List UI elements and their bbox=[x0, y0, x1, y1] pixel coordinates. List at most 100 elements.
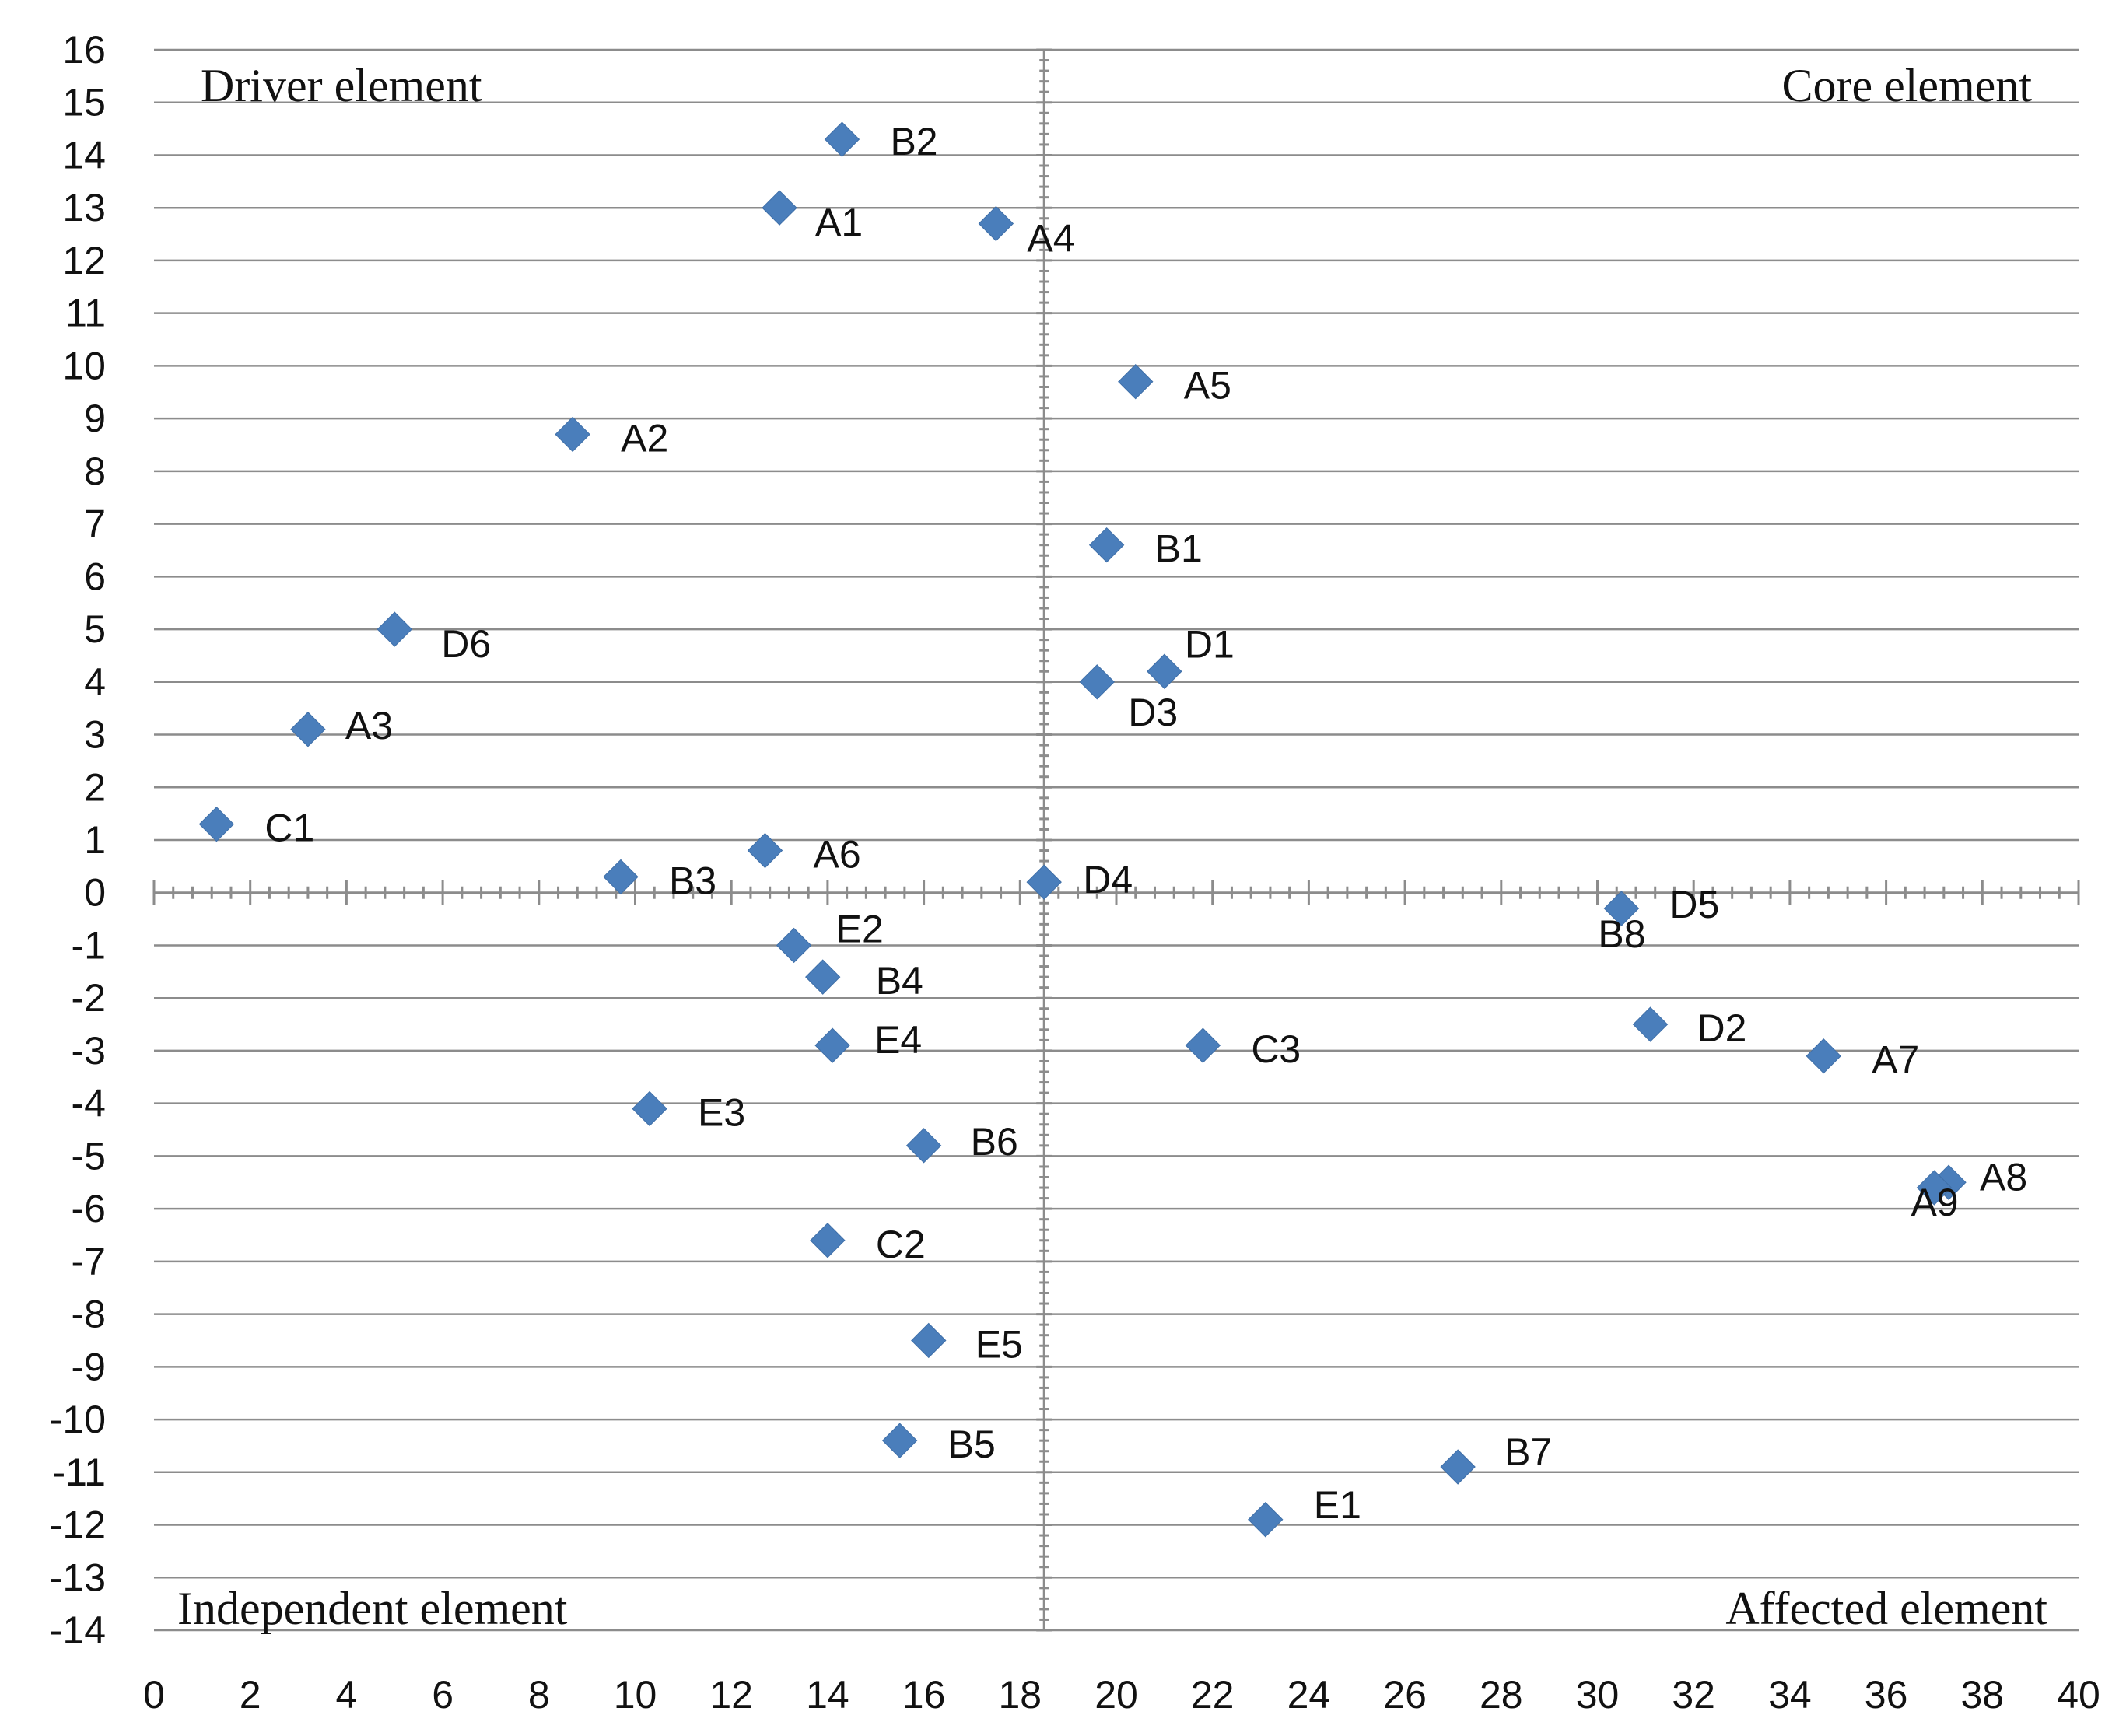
x-tick-label: 6 bbox=[432, 1673, 454, 1717]
point-marker-d4 bbox=[1026, 864, 1062, 900]
y-tick-label: -10 bbox=[50, 1398, 106, 1441]
point-marker-a9 bbox=[1916, 1170, 1953, 1206]
x-tick-label: 20 bbox=[1095, 1673, 1138, 1717]
point-label-b7: B7 bbox=[1504, 1430, 1552, 1474]
point-label-d3: D3 bbox=[1128, 691, 1178, 734]
y-tick-label: -8 bbox=[72, 1293, 106, 1336]
y-tick-label: -4 bbox=[72, 1082, 106, 1125]
point-label-d6: D6 bbox=[441, 622, 491, 666]
x-tick-label: 26 bbox=[1383, 1673, 1427, 1717]
point-marker-b1 bbox=[1088, 527, 1125, 563]
point-marker-c2 bbox=[810, 1223, 846, 1258]
point-label-b1: B1 bbox=[1155, 527, 1203, 571]
y-tick-label: 8 bbox=[84, 450, 106, 493]
point-label-b5: B5 bbox=[948, 1423, 996, 1466]
point-marker-a5 bbox=[1118, 364, 1154, 400]
x-tick-label: 34 bbox=[1768, 1673, 1812, 1717]
point-marker-a2 bbox=[555, 416, 590, 453]
point-label-e1: E1 bbox=[1314, 1483, 1361, 1527]
point-marker-a7 bbox=[1806, 1038, 1841, 1074]
point-marker-d2 bbox=[1632, 1006, 1669, 1042]
point-marker-a4 bbox=[978, 205, 1014, 242]
point-label-b8: B8 bbox=[1598, 912, 1645, 956]
quadrant-label-core: Core element bbox=[1781, 60, 2032, 111]
y-tick-label: 12 bbox=[62, 239, 106, 282]
point-marker-a3 bbox=[290, 712, 326, 747]
x-tick-label: 32 bbox=[1672, 1673, 1715, 1717]
point-label-a6: A6 bbox=[813, 833, 860, 877]
x-tick-label: 40 bbox=[2057, 1673, 2100, 1717]
y-tick-label: 5 bbox=[84, 607, 106, 651]
point-marker-e2 bbox=[776, 927, 812, 964]
y-tick-label: 15 bbox=[62, 81, 106, 124]
axes bbox=[152, 48, 2080, 1632]
x-tick-label: 14 bbox=[806, 1673, 849, 1717]
point-marker-b2 bbox=[824, 121, 860, 157]
y-tick-label: 0 bbox=[84, 871, 106, 915]
y-tick-label: 4 bbox=[84, 660, 106, 704]
x-tick-label: 30 bbox=[1576, 1673, 1620, 1717]
quadrant-label-independent: Independent element bbox=[177, 1583, 568, 1634]
point-label-a8: A8 bbox=[1980, 1155, 2027, 1199]
point-marker-e4 bbox=[814, 1027, 850, 1063]
y-tick-label: 9 bbox=[84, 397, 106, 440]
y-tick-label: -14 bbox=[50, 1608, 106, 1652]
y-tick-label: -2 bbox=[72, 976, 106, 1020]
point-label-a4: A4 bbox=[1027, 217, 1074, 261]
point-marker-a6 bbox=[747, 832, 783, 869]
point-label-e4: E4 bbox=[874, 1018, 922, 1062]
y-tick-label: 10 bbox=[62, 344, 106, 387]
x-tick-label: 18 bbox=[998, 1673, 1042, 1717]
quadrant-label-affected: Affected element bbox=[1725, 1583, 2047, 1634]
point-marker-b5 bbox=[881, 1423, 918, 1458]
point-marker-b4 bbox=[805, 959, 841, 995]
y-tick-label: -6 bbox=[72, 1187, 106, 1230]
quadrant-labels: Driver element Core element Independent … bbox=[177, 60, 2047, 1634]
point-label-d5: D5 bbox=[1669, 883, 1719, 926]
y-tick-label: -7 bbox=[72, 1240, 106, 1283]
point-label-a5: A5 bbox=[1184, 364, 1231, 408]
y-tick-label: 6 bbox=[84, 555, 106, 598]
point-marker-e1 bbox=[1248, 1502, 1284, 1538]
y-tick-label: 14 bbox=[62, 133, 106, 177]
y-tick-label: 13 bbox=[62, 186, 106, 229]
point-label-c3: C3 bbox=[1251, 1027, 1301, 1071]
point-label-b3: B3 bbox=[669, 859, 716, 902]
point-label-e5: E5 bbox=[975, 1322, 1023, 1366]
point-marker-b8 bbox=[1603, 891, 1640, 926]
x-tick-label: 16 bbox=[902, 1673, 946, 1717]
point-label-a3: A3 bbox=[345, 704, 393, 747]
y-tick-label: 16 bbox=[62, 28, 106, 72]
point-marker-b6 bbox=[905, 1128, 942, 1164]
point-label-b2: B2 bbox=[890, 120, 937, 163]
point-marker-a1 bbox=[762, 190, 797, 226]
point-marker-b7 bbox=[1440, 1449, 1476, 1485]
point-label-c2: C2 bbox=[876, 1223, 926, 1266]
x-tick-label: 36 bbox=[1865, 1673, 1908, 1717]
x-tick-label: 4 bbox=[335, 1673, 357, 1717]
x-tick-label: 10 bbox=[614, 1673, 657, 1717]
y-tick-label: 3 bbox=[84, 713, 106, 757]
x-tick-label: 0 bbox=[143, 1673, 165, 1717]
y-tick-label: -11 bbox=[52, 1451, 106, 1494]
point-label-d1: D1 bbox=[1185, 622, 1235, 666]
point-label-b6: B6 bbox=[971, 1120, 1018, 1164]
point-label-e3: E3 bbox=[698, 1090, 745, 1134]
point-label-a7: A7 bbox=[1872, 1038, 1919, 1082]
point-marker-e5 bbox=[911, 1322, 947, 1359]
x-tick-label: 2 bbox=[240, 1673, 261, 1717]
point-marker-d3 bbox=[1079, 664, 1115, 700]
quadrant-label-driver: Driver element bbox=[201, 60, 482, 111]
point-label-a2: A2 bbox=[621, 416, 668, 460]
x-tick-label: 38 bbox=[1960, 1673, 2004, 1717]
point-label-e2: E2 bbox=[836, 907, 884, 950]
x-tick-label: 12 bbox=[709, 1673, 753, 1717]
point-marker-e3 bbox=[632, 1090, 667, 1127]
y-tick-label: -13 bbox=[50, 1556, 106, 1599]
x-tick-labels: 0 2 4 6 8 10 12 14 16 18 20 22 24 26 28 30 32 34 36 38 40 bbox=[143, 1673, 2100, 1717]
y-tick-label: 1 bbox=[84, 818, 106, 862]
point-marker-c1 bbox=[198, 806, 235, 842]
point-label-a9: A9 bbox=[1911, 1181, 1958, 1224]
